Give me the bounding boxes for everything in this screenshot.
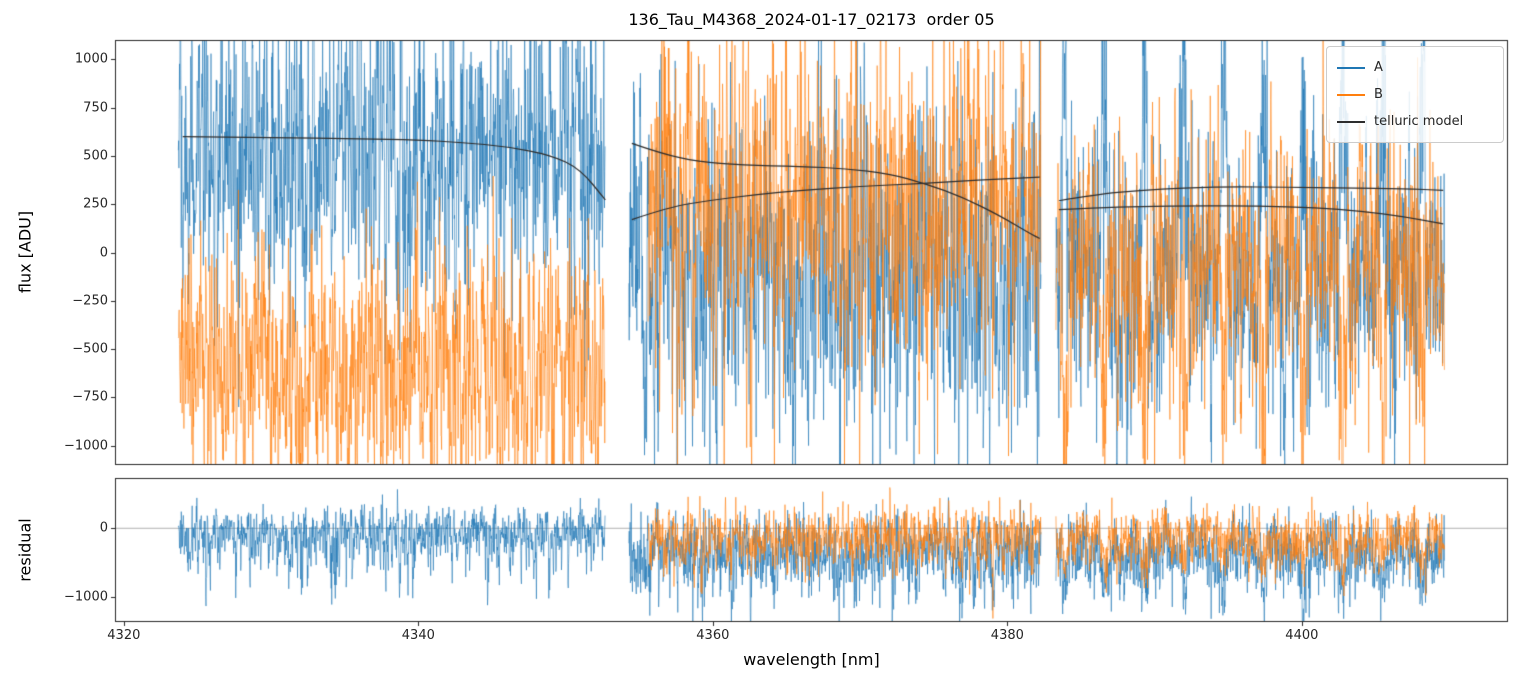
x-tick-label: 4380 (990, 628, 1024, 643)
flux-y-tick-label: 1000 (74, 51, 108, 67)
legend-entry-a: A (1337, 54, 1493, 81)
x-tick-label: 4340 (401, 628, 435, 643)
legend-label-b: B (1374, 87, 1383, 102)
legend-label-a: A (1374, 60, 1383, 75)
x-tick-label: 4360 (696, 628, 730, 643)
legend-swatch-a-line-icon (1337, 66, 1365, 69)
legend-entry-b: B (1337, 81, 1493, 108)
x-tick-label: 4320 (107, 628, 141, 643)
legend: A B telluric model (1326, 46, 1504, 143)
flux-y-tick-label: −750 (72, 389, 108, 405)
x-tick-label: 4400 (1285, 628, 1319, 643)
legend-swatch-telluric-line-icon (1337, 120, 1365, 123)
residual-y-tick-label: 0 (99, 520, 108, 536)
chart-title: 136_Tau_M4368_2024-01-17_02173 order 05 (628, 10, 995, 29)
legend-label-telluric: telluric model (1374, 114, 1464, 129)
legend-entry-telluric: telluric model (1337, 108, 1493, 135)
flux-y-tick-label: 500 (83, 148, 108, 164)
residual-y-axis-label: residual (15, 518, 35, 582)
x-axis-label: wavelength [nm] (743, 650, 880, 669)
flux-y-tick-label: −1000 (64, 438, 108, 454)
residual-y-tick-label: −1000 (64, 589, 108, 605)
flux-y-axis-label: flux [ADU] (15, 210, 35, 294)
flux-y-tick-label: 0 (99, 245, 108, 260)
flux-y-tick-label: −500 (72, 341, 108, 357)
flux-y-tick-label: −250 (72, 293, 108, 309)
flux-y-tick-label: 750 (83, 100, 108, 116)
legend-swatch-b-line-icon (1337, 93, 1365, 96)
flux-y-tick-label: 250 (83, 196, 108, 212)
